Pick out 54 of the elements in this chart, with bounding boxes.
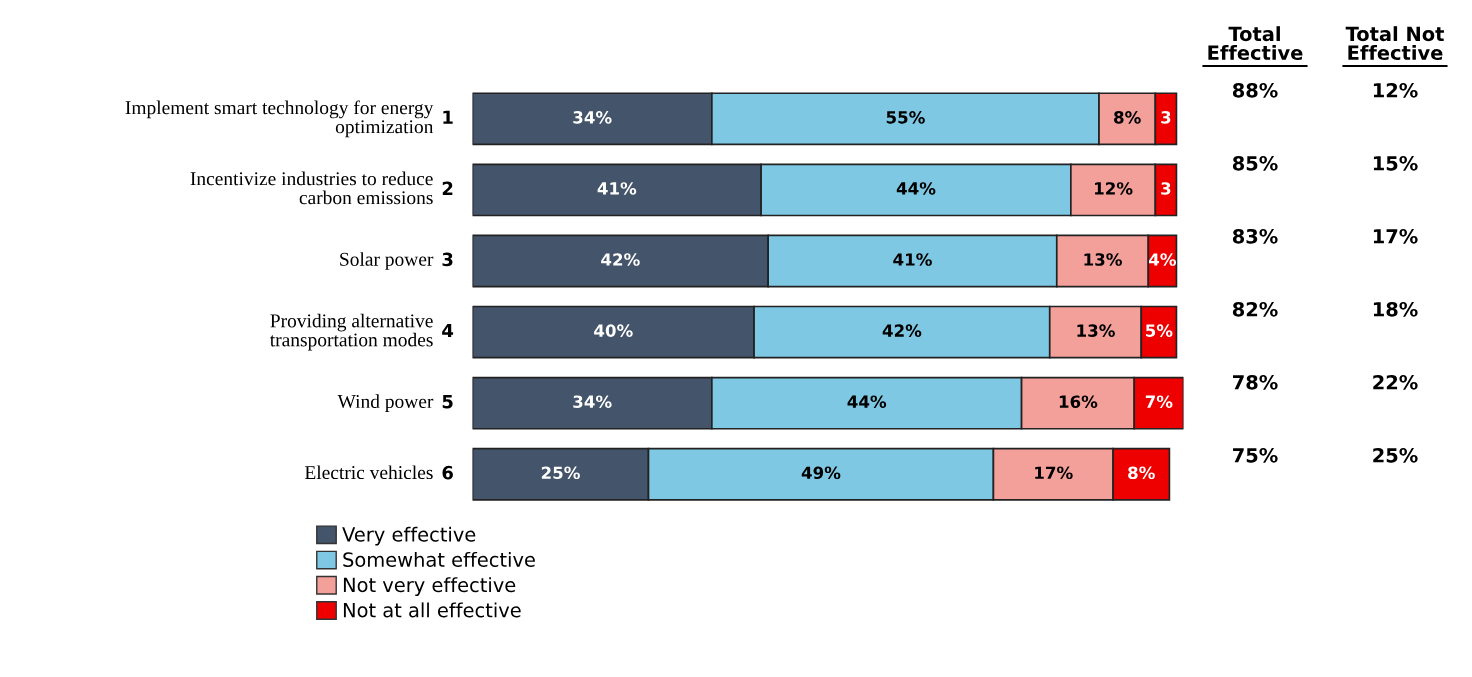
text: 15% [1373, 155, 1418, 171]
text: Total Not Effective [1345, 26, 1444, 61]
legend-label: Not very effective [343, 577, 516, 596]
text: 25% [1373, 447, 1418, 463]
data-label: 25% [541, 466, 580, 480]
data-label: 42% [882, 324, 922, 337]
text: 5 [442, 394, 453, 409]
y-tick-label: Solar power [340, 252, 434, 270]
data-label: 13% [1077, 324, 1115, 337]
text: 18% [1373, 301, 1418, 317]
text: 78% [1233, 374, 1278, 390]
text: 85% [1232, 155, 1278, 171]
data-label: 8% [1114, 111, 1141, 124]
text: 3 [442, 252, 453, 267]
data-label: 41% [597, 182, 637, 195]
data-label: 17% [1035, 466, 1073, 480]
data-label: 34% [573, 111, 612, 124]
data-label: 41% [893, 253, 932, 266]
data-label: 44% [847, 395, 887, 408]
y-tick-label: Wind power [337, 394, 434, 412]
text: 88% [1232, 82, 1278, 98]
data-label: 5% [1145, 324, 1173, 337]
text: 22% [1373, 374, 1418, 390]
data-label: 42% [601, 253, 640, 266]
y-tick-label: Incentivize industries to reduce carbon emissions [190, 171, 433, 205]
data-label: 13% [1084, 253, 1122, 266]
text: 6 [442, 465, 453, 480]
data-label: 44% [896, 182, 936, 195]
text: 82% [1232, 301, 1278, 317]
data-label: 16% [1059, 395, 1098, 408]
text: 2 [442, 181, 453, 195]
y-tick-label: Implement smart technology for energy optimization [125, 100, 434, 138]
data-label: 55% [886, 111, 925, 124]
data-label: 40% [594, 324, 633, 337]
data-label: 34% [573, 395, 612, 408]
text: Total Effective [1208, 26, 1303, 61]
text: 1 [443, 110, 453, 124]
legend-label: Not at all effective [343, 602, 521, 618]
text: 75% [1233, 447, 1278, 463]
data-label: 12% [1095, 182, 1133, 195]
data-label: 49% [801, 466, 841, 480]
text: 12% [1373, 82, 1418, 98]
y-tick-label: Electric vehicles [304, 465, 433, 480]
text: 83% [1232, 228, 1278, 244]
data-label: 3 [1161, 182, 1171, 195]
text: 4 [442, 323, 454, 338]
legend-label: Somewhat effective [343, 551, 535, 567]
data-label: 8% [1128, 466, 1155, 480]
data-label: 3 [1161, 111, 1171, 124]
data-label: 4% [1148, 253, 1176, 266]
text: 17% [1373, 228, 1418, 244]
legend-label: Very effective [342, 526, 476, 546]
data-label: 7% [1145, 395, 1173, 408]
y-tick-label: Providing alternative transportation modes [269, 313, 433, 351]
